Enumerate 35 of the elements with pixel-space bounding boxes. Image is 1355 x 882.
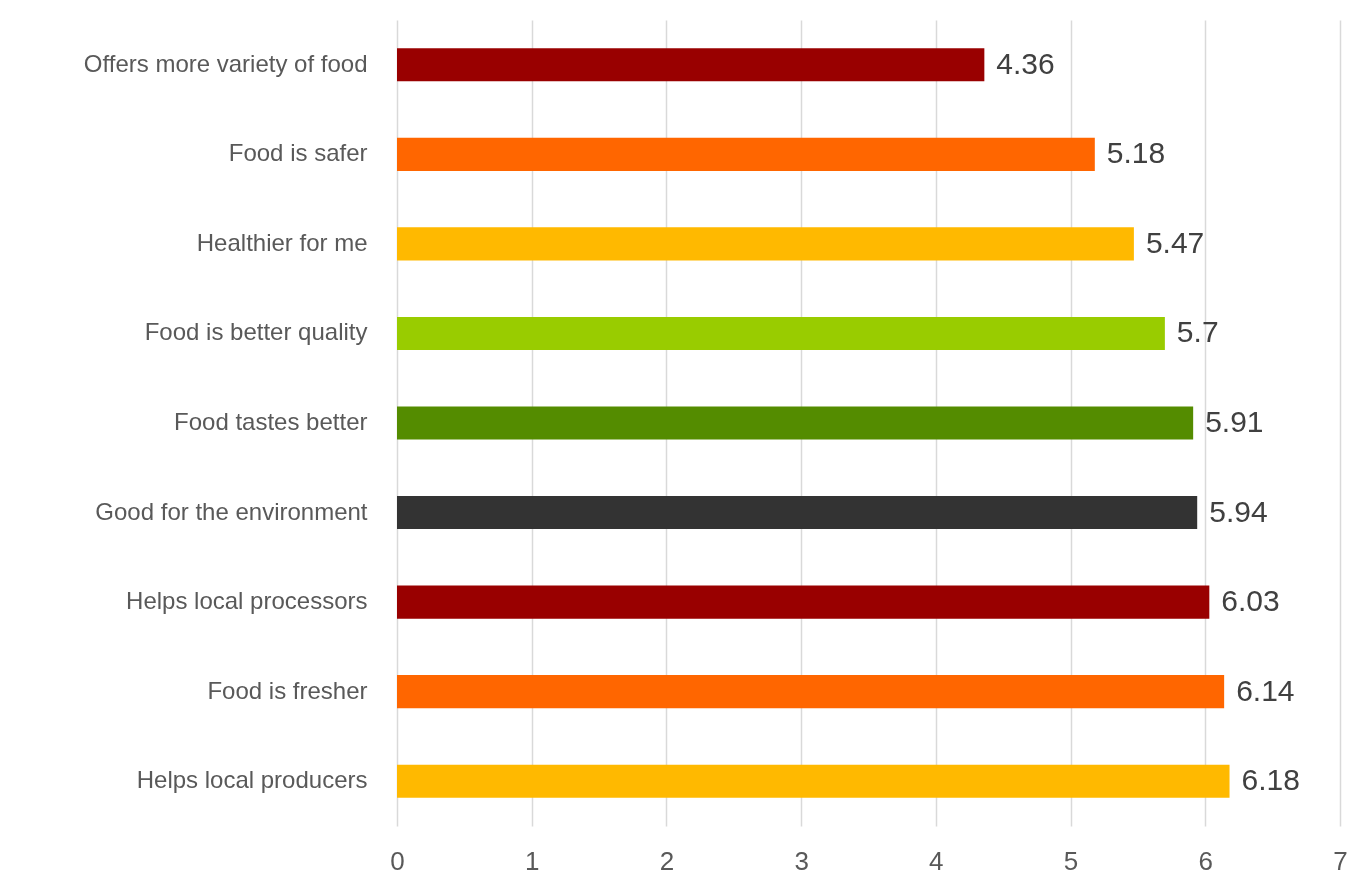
x-tick-label: 5: [1063, 845, 1079, 876]
x-tick-label: 7: [1333, 845, 1348, 876]
data-label: 6.03: [1221, 584, 1280, 618]
y-tick-label: Food is fresher: [207, 676, 368, 704]
x-tick-label: 1: [524, 845, 540, 876]
data-label: 5.47: [1145, 225, 1205, 259]
data-label: 4.36: [996, 46, 1055, 80]
bar: [397, 316, 1165, 351]
bar: [397, 585, 1210, 619]
x-tick-label: 6: [1198, 845, 1214, 876]
data-label: 5.18: [1106, 136, 1166, 170]
x-tick-label: 4: [929, 845, 944, 876]
data-label: 6.14: [1236, 673, 1295, 707]
x-tick-label: 0: [390, 845, 405, 876]
y-tick-label: Helps local producers: [136, 766, 368, 794]
bar: [397, 227, 1134, 261]
bar: [397, 495, 1198, 530]
data-label: 6.18: [1241, 763, 1300, 797]
y-tick-label: Food is safer: [228, 139, 368, 167]
y-tick-label: Food tastes better: [174, 408, 368, 435]
data-label: 5.91: [1205, 405, 1264, 438]
y-tick-label: Good for the environment: [95, 497, 368, 525]
x-tick-label: 2: [659, 845, 675, 876]
bar: [397, 675, 1225, 709]
y-tick-label: Food is better quality: [144, 318, 368, 346]
x-tick-label: 3: [794, 845, 809, 876]
y-tick-label: Healthier for me: [196, 228, 368, 256]
y-tick-label: Offers more variety of food: [83, 49, 368, 77]
data-label: 5.94: [1209, 494, 1268, 528]
y-tick-label: Helps local processors: [126, 587, 368, 615]
bar: [397, 48, 985, 82]
bar: [397, 137, 1095, 171]
bar: [397, 764, 1230, 798]
data-label: 5.7: [1176, 315, 1219, 349]
bar: [397, 406, 1194, 440]
